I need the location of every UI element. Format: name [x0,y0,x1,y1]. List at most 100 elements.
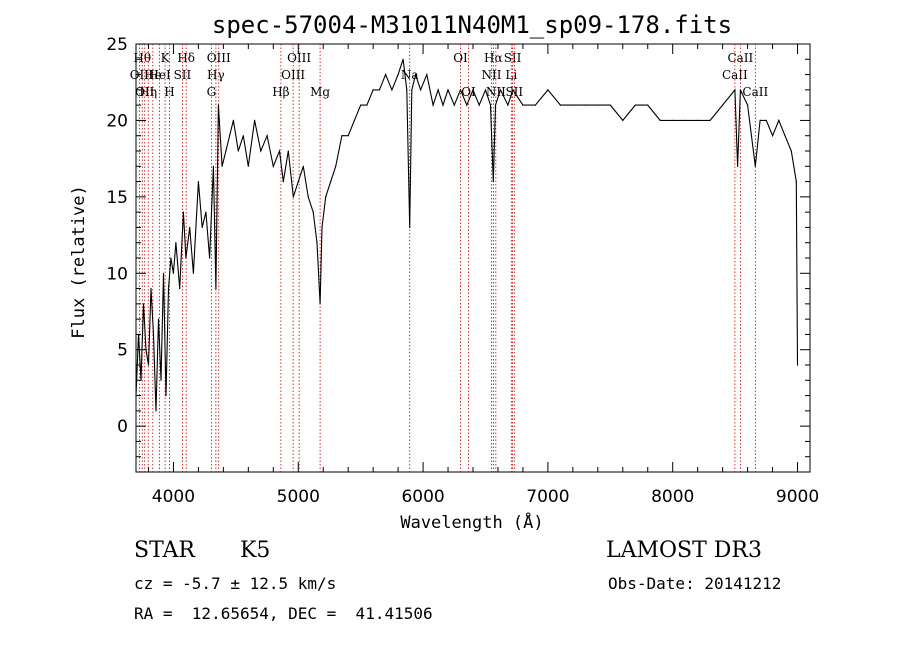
spectrum-point [622,119,624,121]
spectrum-point [215,288,217,290]
spectrum-point [634,104,636,106]
spectrum-point [647,104,649,106]
spectrum-point [778,119,780,121]
spectrum-point [292,196,294,198]
spectrum-point [319,303,321,305]
spectrum-point [459,89,462,91]
spectrum-point [347,135,349,137]
spectrum-series [135,58,799,412]
spectrum-point [447,89,449,91]
spectrum-point [385,74,387,76]
line-marker-label: OI [453,51,468,65]
plot-border [135,43,811,473]
spectrum-point [209,257,211,259]
spectrum-point [499,89,502,91]
coordinates-text: RA = 12.65654, DEC = 41.41506 [134,604,433,623]
spectrum-point [160,379,162,381]
spectrum-point [316,242,318,244]
line-marker-label: Hγ [207,68,225,82]
spectrum-point [697,119,699,121]
spectrum-point [217,104,219,106]
spectrum-point [147,364,150,366]
spectrum-point [409,226,411,228]
spectrum-point [466,104,468,106]
spectrum-point [225,150,227,152]
spectrum-point [302,165,304,167]
spectrum-point [321,226,323,228]
spectrum-point [335,165,337,167]
line-marker-label: Hβ [272,85,289,99]
y-tick-label: 20 [106,111,128,131]
line-marker-label: OIII [207,51,231,65]
spectrum-point [512,89,514,91]
spectrum-point [330,181,332,183]
line-marker-label: K [161,51,171,65]
line-marker-label: NII [486,85,506,99]
spectrum-point [494,104,497,106]
y-tick-label: 25 [106,35,128,55]
y-axis-label: Flux (relative) [69,185,89,339]
spectrum-point [232,119,234,121]
spectrum-point [201,226,203,228]
spectrum-point [197,181,199,183]
spectrum-point [237,150,239,152]
spectrum-point [406,89,408,91]
spectrum-point [453,104,455,106]
spectrum-point [152,333,155,335]
spectrum-point [584,104,586,106]
spectrum-point [411,89,413,91]
spectrum-point [426,74,428,76]
spectrum-point [437,89,439,91]
spectrum-point [795,181,797,183]
spectrum-point [182,211,184,213]
spectrum-point [272,165,274,167]
spectrum-point [672,119,674,121]
spectrum-point [796,364,799,366]
spectrum-point [765,119,767,121]
spectrum-point [759,119,761,121]
spectrum-point [722,104,724,106]
line-marker-label: OIII [281,68,305,82]
x-tick-label: 8000 [651,487,694,507]
object-subclass: K5 [240,538,271,563]
line-marker-label: SII [174,68,192,82]
spectrum-point [372,89,374,91]
spectrum-point [278,150,281,152]
spectrum-point [790,150,792,152]
spectrum-point [157,318,160,320]
spectrum-point [559,104,562,106]
line-marker-label: Mg [310,85,330,99]
spectrum-point [150,288,152,290]
spectrum-point [572,104,574,106]
spectrum-point [172,272,174,274]
spectrum-point [221,165,223,167]
spectrum-point [754,165,756,167]
redshift-text: cz = -5.7 ± 12.5 km/s [134,574,337,593]
spectrum-point [254,119,256,121]
spectrum-point [189,226,191,228]
spectrum-point [484,89,487,91]
spectrum-point [192,272,194,274]
spectrum-point [709,119,711,121]
spectrum-line [135,59,799,411]
spectrum-point [547,89,549,91]
x-axis-label: Wavelength (Å) [400,511,543,533]
spectrum-point [402,58,404,60]
line-marker-label: CaII [722,68,748,82]
spectrum-point [784,135,786,137]
spectrum-point [165,395,167,397]
obs-date: Obs-Date: 20141212 [608,574,782,593]
x-tick-label: 5000 [277,487,320,507]
spectrum-point [489,104,492,106]
spectrum-point [597,104,599,106]
spectrum-point [534,104,537,106]
spectrum-point [739,89,742,91]
spectrum-point [442,104,444,106]
emission-line-markers: HθOIIOIIHηHeHeIKHSIIHδGHγOIIIHβOIIIOIIIM… [130,44,768,472]
spectrum-point [734,89,736,91]
spectrum-point [242,135,244,137]
spectrum-point [609,104,611,106]
spectrum-point [684,119,686,121]
line-marker-label: H [164,85,174,99]
